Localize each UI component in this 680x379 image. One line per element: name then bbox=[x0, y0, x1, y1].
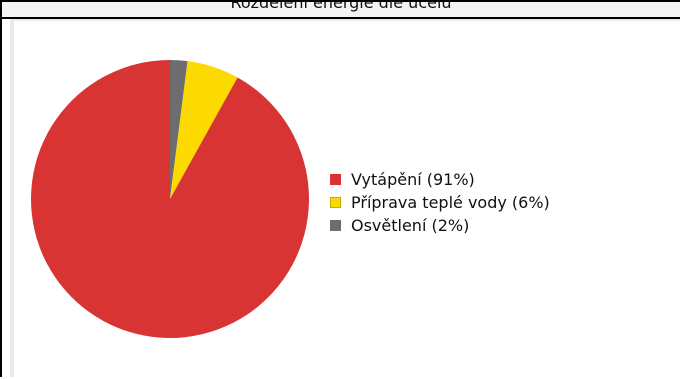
pie-slice-heating bbox=[30, 60, 310, 338]
legend: Vytápění (91%) Příprava teplé vody (6%) … bbox=[330, 168, 550, 237]
legend-swatch-heating bbox=[330, 174, 341, 185]
legend-item-lighting: Osvětlení (2%) bbox=[330, 214, 550, 237]
legend-label-lighting: Osvětlení (2%) bbox=[351, 216, 470, 235]
legend-item-hot-water: Příprava teplé vody (6%) bbox=[330, 191, 550, 214]
pie-slice-hot-water bbox=[170, 61, 238, 199]
legend-label-heating: Vytápění (91%) bbox=[351, 170, 475, 189]
legend-swatch-hot-water bbox=[330, 197, 341, 208]
legend-label-hot-water: Příprava teplé vody (6%) bbox=[351, 193, 550, 212]
legend-item-heating: Vytápění (91%) bbox=[330, 168, 550, 191]
legend-swatch-lighting bbox=[330, 220, 341, 231]
pie-slice-lighting bbox=[170, 60, 188, 199]
chart-title: Rozdělení energie dle účelu bbox=[230, 2, 452, 12]
title-bar: Rozdělení energie dle účelu bbox=[2, 2, 680, 19]
